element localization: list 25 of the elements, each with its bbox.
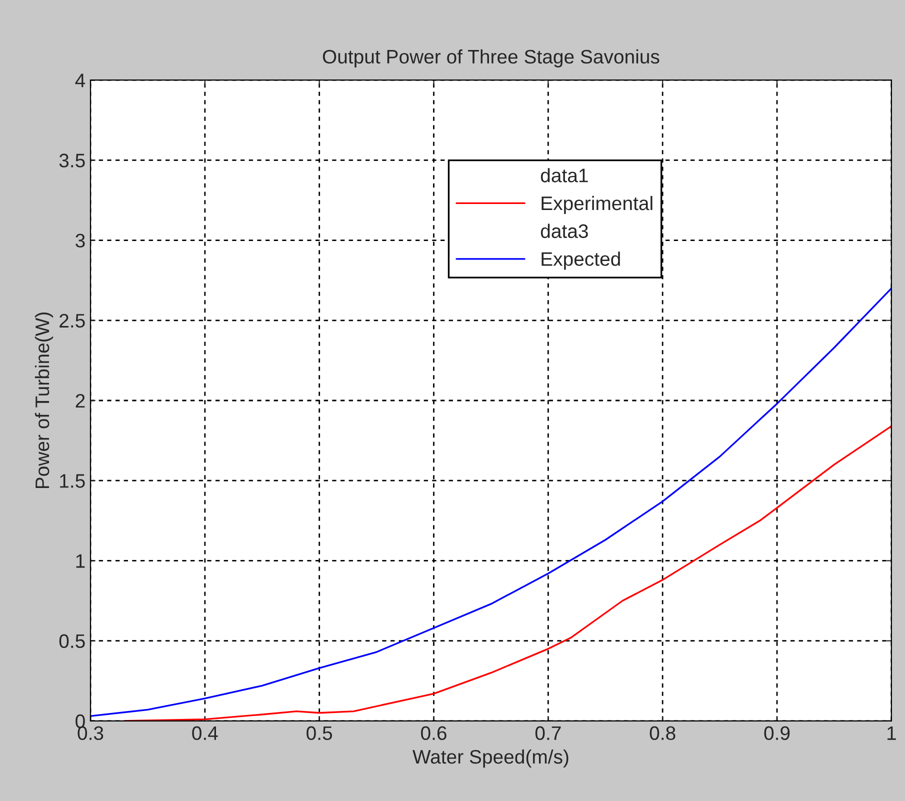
y-tick-label: 1 — [76, 554, 85, 568]
legend-label: Experimental — [542, 196, 652, 214]
chart-title: Output Power of Three Stage Savonius — [322, 49, 660, 68]
y-tick-label: 2.5 — [60, 314, 85, 328]
y-axis-title: Power of Turbine(W) — [34, 312, 54, 488]
y-tick-label: 3.5 — [59, 154, 85, 168]
x-axis-title: Water Speed(m/s) — [412, 749, 568, 768]
x-tick-label: 0.8 — [650, 726, 676, 740]
x-tick-label: 0.3 — [78, 726, 104, 740]
x-tick-label: 0.5 — [306, 726, 332, 740]
x-tick-label: 0.7 — [535, 726, 561, 740]
x-tick-label: 0.6 — [421, 726, 446, 740]
text: data1 — [540, 168, 588, 182]
x-tick-label: 1 — [888, 726, 896, 740]
x-tick-label: 0.4 — [192, 726, 218, 740]
y-tick-label: 3 — [76, 234, 85, 248]
text: data3 — [540, 224, 588, 238]
y-tick-label: 4 — [75, 74, 86, 88]
y-tick-label: 0.5 — [59, 634, 85, 648]
line-series — [124, 425, 892, 721]
y-tick-label: 2 — [76, 394, 85, 408]
y-tick-label: 1.5 — [60, 474, 85, 488]
x-tick-label: 0.9 — [764, 726, 790, 740]
line-series — [90, 288, 892, 717]
legend-label: Expected — [542, 252, 620, 270]
